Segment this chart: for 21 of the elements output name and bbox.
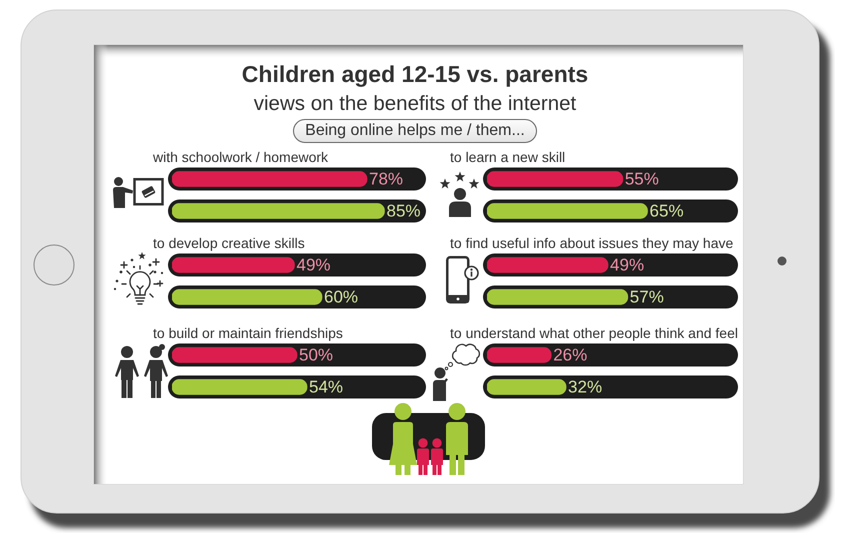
- data-label: 50%: [299, 346, 334, 365]
- data-label: 78%: [369, 170, 404, 189]
- text: Children aged 12-15 vs. parents: [240, 61, 590, 87]
- data-label: 85%: [386, 202, 421, 221]
- data-label: 60%: [324, 288, 358, 307]
- chart-title: to find useful info about issues they may have: [450, 235, 734, 251]
- text: Being online helps me / them...: [293, 119, 537, 143]
- data-label: 54%: [309, 378, 344, 397]
- data-label: 57%: [630, 288, 664, 307]
- data-label: 65%: [650, 202, 684, 221]
- chart-title: with schoolwork / homework: [153, 149, 328, 165]
- data-label: 55%: [624, 170, 659, 189]
- chart-title: to understand what other people think and feel: [450, 325, 738, 341]
- data-label: 32%: [568, 378, 602, 397]
- chart-title: to develop creative skills: [153, 235, 305, 251]
- text: views on the benefits of the internet: [252, 92, 578, 115]
- data-label: 26%: [553, 346, 588, 365]
- data-label: 49%: [610, 256, 644, 275]
- chart-title: to learn a new skill: [450, 149, 566, 165]
- chart-title: to build or maintain friendships: [153, 325, 343, 341]
- data-label: 49%: [296, 256, 331, 275]
